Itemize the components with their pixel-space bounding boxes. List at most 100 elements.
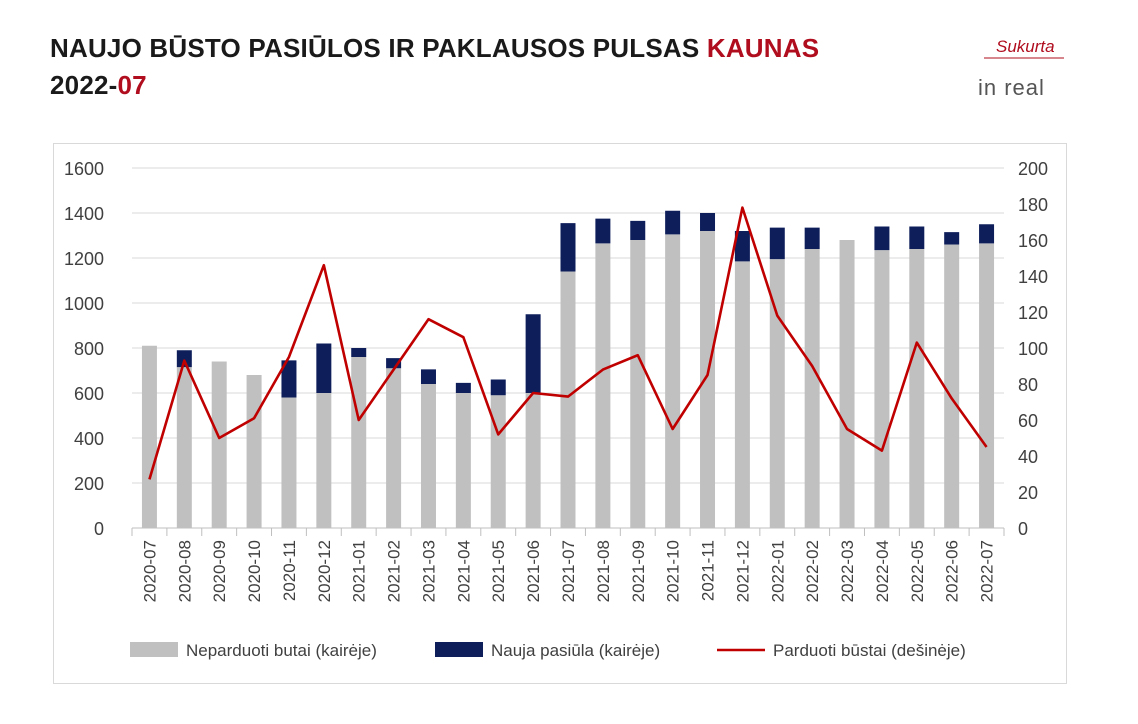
bar-unsold <box>734 261 750 528</box>
bar-unsold <box>386 368 402 528</box>
x-tick-label: 2022-06 <box>943 540 962 602</box>
bar-new-supply <box>281 360 297 398</box>
chart-frame <box>53 143 1067 684</box>
bar-unsold <box>700 231 716 528</box>
bar-unsold <box>141 345 157 528</box>
bar-new-supply <box>769 227 785 260</box>
x-tick-label: 2021-07 <box>559 540 578 602</box>
y-right-tick-label: 180 <box>1018 195 1048 215</box>
x-tick-label: 2022-01 <box>768 540 787 602</box>
bar-unsold <box>944 244 960 528</box>
bar-new-supply <box>595 218 611 244</box>
bar-new-supply <box>455 382 471 393</box>
title-main: NAUJO BŪSTO PASIŪLOS IR PAKLAUSOS PULSAS <box>50 33 700 63</box>
y-left-tick-label: 800 <box>74 339 104 359</box>
bar-unsold <box>560 271 576 528</box>
y-right-tick-label: 80 <box>1018 375 1038 395</box>
x-tick-label: 2022-07 <box>978 540 997 602</box>
axes: 0 200 400 600 800 1000 1200 1400 1600 0 20 40 60 80 10… <box>64 159 1048 602</box>
logo-brand: in real <box>978 75 1045 100</box>
x-tick-label: 2021-09 <box>629 540 648 602</box>
y-left-tick-label: 200 <box>74 474 104 494</box>
x-tick-label: 2021-08 <box>594 540 613 602</box>
y-left-tick-label: 600 <box>74 384 104 404</box>
bar-new-supply <box>630 220 646 240</box>
x-tick-label: 2020-11 <box>280 540 299 601</box>
title-line-1: NAUJO BŪSTO PASIŪLOS IR PAKLAUSOS PULSAS… <box>50 30 819 67</box>
x-tick-label: 2020-10 <box>245 540 264 602</box>
y-right-tick-label: 40 <box>1018 447 1038 467</box>
bar-unsold <box>490 395 506 528</box>
y-left-tick-label: 1000 <box>64 294 104 314</box>
bar-new-supply <box>316 343 332 393</box>
bar-new-supply <box>909 226 925 249</box>
bar-new-supply <box>874 226 890 251</box>
bar-new-supply <box>176 350 192 368</box>
bar-unsold <box>455 393 471 528</box>
bar-new-supply <box>804 227 820 249</box>
x-tick-label: 2021-05 <box>489 540 508 602</box>
bar-series <box>141 210 995 528</box>
legend-swatch <box>435 642 483 657</box>
x-tick-label: 2020-09 <box>210 540 229 602</box>
bar-unsold <box>246 375 262 528</box>
logo-tagline: Sukurta <box>996 37 1055 56</box>
bar-new-supply <box>386 358 402 369</box>
x-tick-label: 2021-04 <box>454 540 473 602</box>
bar-new-supply <box>490 379 506 396</box>
bar-unsold <box>909 249 925 528</box>
bar-unsold <box>874 250 890 528</box>
x-tick-label: 2020-07 <box>140 540 159 602</box>
x-tick-label: 2022-03 <box>838 540 857 602</box>
bar-unsold <box>665 234 681 528</box>
bar-unsold <box>351 357 367 528</box>
x-tick-label: 2021-03 <box>419 540 438 602</box>
bar-new-supply <box>665 210 681 235</box>
bar-unsold <box>630 240 646 528</box>
title-city: KAUNAS <box>706 33 820 63</box>
x-tick-label: 2021-11 <box>699 540 718 601</box>
x-tick-label: 2022-05 <box>908 540 927 602</box>
bar-new-supply <box>979 224 995 244</box>
y-left-tick-label: 1400 <box>64 204 104 224</box>
bar-unsold <box>281 397 297 528</box>
bar-unsold <box>525 393 541 528</box>
bar-new-supply <box>420 369 436 384</box>
inreal-logo: Sukurta in real <box>978 37 1064 100</box>
y-left-tick-label: 1200 <box>64 249 104 269</box>
y-right-tick-label: 0 <box>1018 519 1028 539</box>
bar-unsold <box>595 243 611 528</box>
bar-new-supply <box>351 348 367 357</box>
y-left-tick-label: 1600 <box>64 159 104 179</box>
bar-unsold <box>316 393 332 528</box>
legend: Neparduoti butai (kairėje) Nauja pasiūla … <box>130 641 966 660</box>
x-tick-label: 2021-10 <box>664 540 683 602</box>
x-tick-label: 2022-04 <box>873 540 892 602</box>
x-tick-label: 2021-12 <box>733 540 752 602</box>
x-tick-label: 2020-12 <box>315 540 334 602</box>
y-right-tick-label: 60 <box>1018 411 1038 431</box>
bar-unsold <box>769 259 785 528</box>
x-tick-label: 2020-08 <box>175 540 194 602</box>
line-series <box>148 206 988 480</box>
y-right-tick-label: 140 <box>1018 267 1048 287</box>
y-right-tick-label: 200 <box>1018 159 1048 179</box>
y-left-tick-label: 0 <box>94 519 104 539</box>
chart-title: NAUJO BŪSTO PASIŪLOS IR PAKLAUSOS PULSAS… <box>50 30 819 104</box>
bar-new-supply <box>560 223 576 272</box>
x-tick-label: 2021-02 <box>385 540 404 602</box>
bar-unsold <box>176 367 192 528</box>
legend-label: Parduoti būstai (dešinėje) <box>773 641 966 660</box>
bar-unsold <box>839 240 855 528</box>
title-line-2: 2022-07 <box>50 67 819 104</box>
bar-unsold <box>804 249 820 528</box>
legend-swatch <box>130 642 178 657</box>
y-right-tick-label: 120 <box>1018 303 1048 323</box>
y-left-tick-label: 400 <box>74 429 104 449</box>
legend-label: Nauja pasiūla (kairėje) <box>491 641 660 660</box>
period-month: 07 <box>117 70 147 100</box>
bar-unsold <box>211 361 227 528</box>
bar-new-supply <box>734 231 750 262</box>
period-year: 2022- <box>50 70 118 100</box>
